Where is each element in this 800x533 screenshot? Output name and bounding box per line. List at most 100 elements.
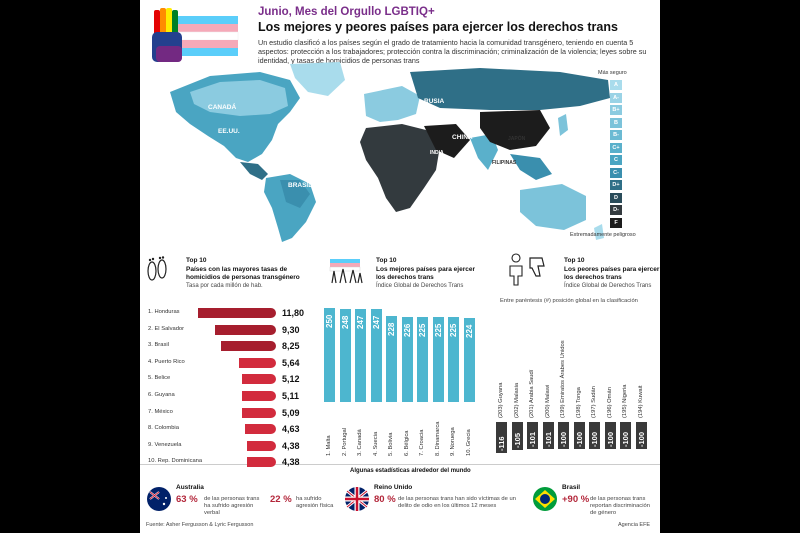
infographic-panel: Junio, Mes del Orgullo LGBTIQ+ Los mejor… xyxy=(140,0,660,533)
header-subtitle: Los mejores y peores países para ejercer… xyxy=(258,20,618,34)
legend-grade-5: B- xyxy=(610,130,622,140)
stat-australia-txt2: ha sufrido agresión física xyxy=(296,496,334,509)
stat-australia-name: Australia xyxy=(176,484,204,491)
worst-label-6: (198) Tonga xyxy=(575,387,582,418)
homicide-value-1: 11,80 xyxy=(282,308,305,318)
worst-value-2: -105 xyxy=(512,432,522,448)
best-value-10: 224 xyxy=(464,324,474,338)
map-label-australia: AUSTRALIA xyxy=(478,196,516,203)
worst-label-5: (199) Emiratos Árabes Unidos xyxy=(560,340,566,418)
legend-grade-2: A- xyxy=(610,92,622,103)
worst-value-8: -100 xyxy=(605,431,615,447)
worst-bar-8 xyxy=(604,422,616,449)
best-value-6: 226 xyxy=(402,323,412,337)
worst-label-1: (203) Guyana xyxy=(498,382,504,418)
best-label-2: 2. Portugal xyxy=(341,427,348,456)
legend-grade-6: C+ xyxy=(610,142,622,153)
homicide-bar-8 xyxy=(245,424,276,435)
homicide-bar-3 xyxy=(221,341,276,352)
map-label-philippines: FILIPINAS xyxy=(492,160,517,166)
legend-grade-7: C xyxy=(610,155,622,165)
footprints-icon xyxy=(144,255,170,283)
thumbs-down-icon xyxy=(506,252,556,286)
worst-value-4: -101 xyxy=(543,431,553,447)
best-bar-5 xyxy=(386,316,397,402)
legend-grade-4: B xyxy=(610,117,622,128)
best-label-5: 5. Bolivia xyxy=(388,432,394,456)
best-label-10: 10. Grecia xyxy=(465,429,472,456)
legend-grade-3: B+ xyxy=(610,105,622,115)
worst-value-10: -100 xyxy=(636,431,646,447)
worst-bar-4 xyxy=(542,422,554,449)
stat-uk-pct: 80 % xyxy=(374,494,396,505)
homicide-label-3: 3. Brasil xyxy=(148,342,169,349)
worst-bar-9 xyxy=(620,422,631,449)
stat-australia-txt1: de las personas trans ha sufrido agresió… xyxy=(204,496,260,516)
header-description: Un estudio clasificó a los países según … xyxy=(258,38,647,65)
map-label-india: INDIA xyxy=(430,150,444,156)
stat-uk-txt: de las personas trans han sido víctimas … xyxy=(398,496,516,509)
pride-fist-icon xyxy=(148,6,248,68)
worst-label-4: (200) Malawi xyxy=(544,384,551,418)
best-label-7: 7. Croacia xyxy=(419,429,425,456)
raised-hands-icon xyxy=(326,255,366,285)
best-label-9: 9. Noruega xyxy=(450,427,456,456)
best-bar-6 xyxy=(401,316,413,402)
worst-label-2: (202) Malasia xyxy=(513,382,520,418)
homicide-value-3: 8,25 xyxy=(282,341,300,352)
section3-subtitle: Índice Global de Derechos Trans xyxy=(564,283,652,289)
best-value-7: 225 xyxy=(418,323,427,338)
homicide-bar-5 xyxy=(242,374,276,385)
worst-bar-10 xyxy=(635,422,647,449)
stat-brazil-name: Brasil xyxy=(562,484,581,491)
worst-value-9: -100 xyxy=(621,431,630,447)
worst-value-6: -100 xyxy=(574,431,584,447)
best-bar-3 xyxy=(355,308,366,402)
worst-label-7: (197) Sudán xyxy=(591,386,597,418)
legend-grade-9: D+ xyxy=(610,180,622,190)
best-value-9: 225 xyxy=(449,323,458,338)
legend-grade-8: C- xyxy=(610,167,622,178)
worst-bar-3 xyxy=(527,422,538,449)
legend-top-label: Más seguro xyxy=(598,70,627,76)
homicide-value-5: 5,12 xyxy=(282,374,300,385)
best-bar-4 xyxy=(370,308,382,402)
best-bar-2 xyxy=(339,308,351,402)
section2-subtitle: Índice Global de Derechos Trans xyxy=(376,283,464,289)
legend-bottom-label: Extremadamente peligroso xyxy=(570,232,636,238)
homicide-label-1: 1. Honduras xyxy=(148,309,180,315)
section1-head: Top 10 xyxy=(186,257,207,264)
homicide-label-7: 7. México xyxy=(148,408,173,415)
worst-value-7: -100 xyxy=(590,431,599,447)
best-label-8: 8. Dinamarca xyxy=(434,421,441,456)
footer-source: Fuente: Asher Fergusson & Lyric Fergusso… xyxy=(146,522,254,528)
best-value-5: 228 xyxy=(387,322,396,337)
map-label-brazil: BRASIL xyxy=(288,182,313,189)
best-bar-10 xyxy=(463,317,475,402)
worst-bar-7 xyxy=(589,422,600,449)
stat-brazil-pct: +90 % xyxy=(562,494,590,505)
homicide-value-9: 4,38 xyxy=(282,440,300,451)
homicide-label-5: 5. Belice xyxy=(148,375,171,382)
legend-grade-1: A xyxy=(610,80,622,90)
homicide-bar-4 xyxy=(238,357,276,368)
homicide-label-9: 9. Venezuela xyxy=(148,441,182,448)
footer-agency: Agencia EFE xyxy=(618,522,651,528)
homicide-bar-7 xyxy=(242,407,276,418)
homicide-label-8: 8. Colombia xyxy=(148,425,179,432)
best-label-6: 6. Bélgica xyxy=(403,430,410,456)
map-label-china: CHINA xyxy=(452,134,473,141)
homicide-label-10: 10. Rep. Dominicana xyxy=(148,458,203,465)
homicide-label-2: 2. El Salvador xyxy=(148,325,185,332)
worst-label-8: (196) Omán xyxy=(606,387,613,418)
homicide-value-7: 5,09 xyxy=(282,407,300,418)
section2-title: Los mejores países para ejercer los dere… xyxy=(376,266,476,281)
best-bar-7 xyxy=(417,317,428,402)
best-label-1: 1. Malta xyxy=(326,435,332,456)
worst-value-5: -100 xyxy=(559,431,568,447)
worst-label-10: (194) Kuwait xyxy=(637,385,644,418)
homicide-bar-2 xyxy=(214,324,276,335)
homicide-label-4: 4. Puerto Rico xyxy=(148,358,185,365)
uk-flag-icon xyxy=(344,486,370,512)
section3-title: Los peores países para ejercer los derec… xyxy=(564,266,660,281)
